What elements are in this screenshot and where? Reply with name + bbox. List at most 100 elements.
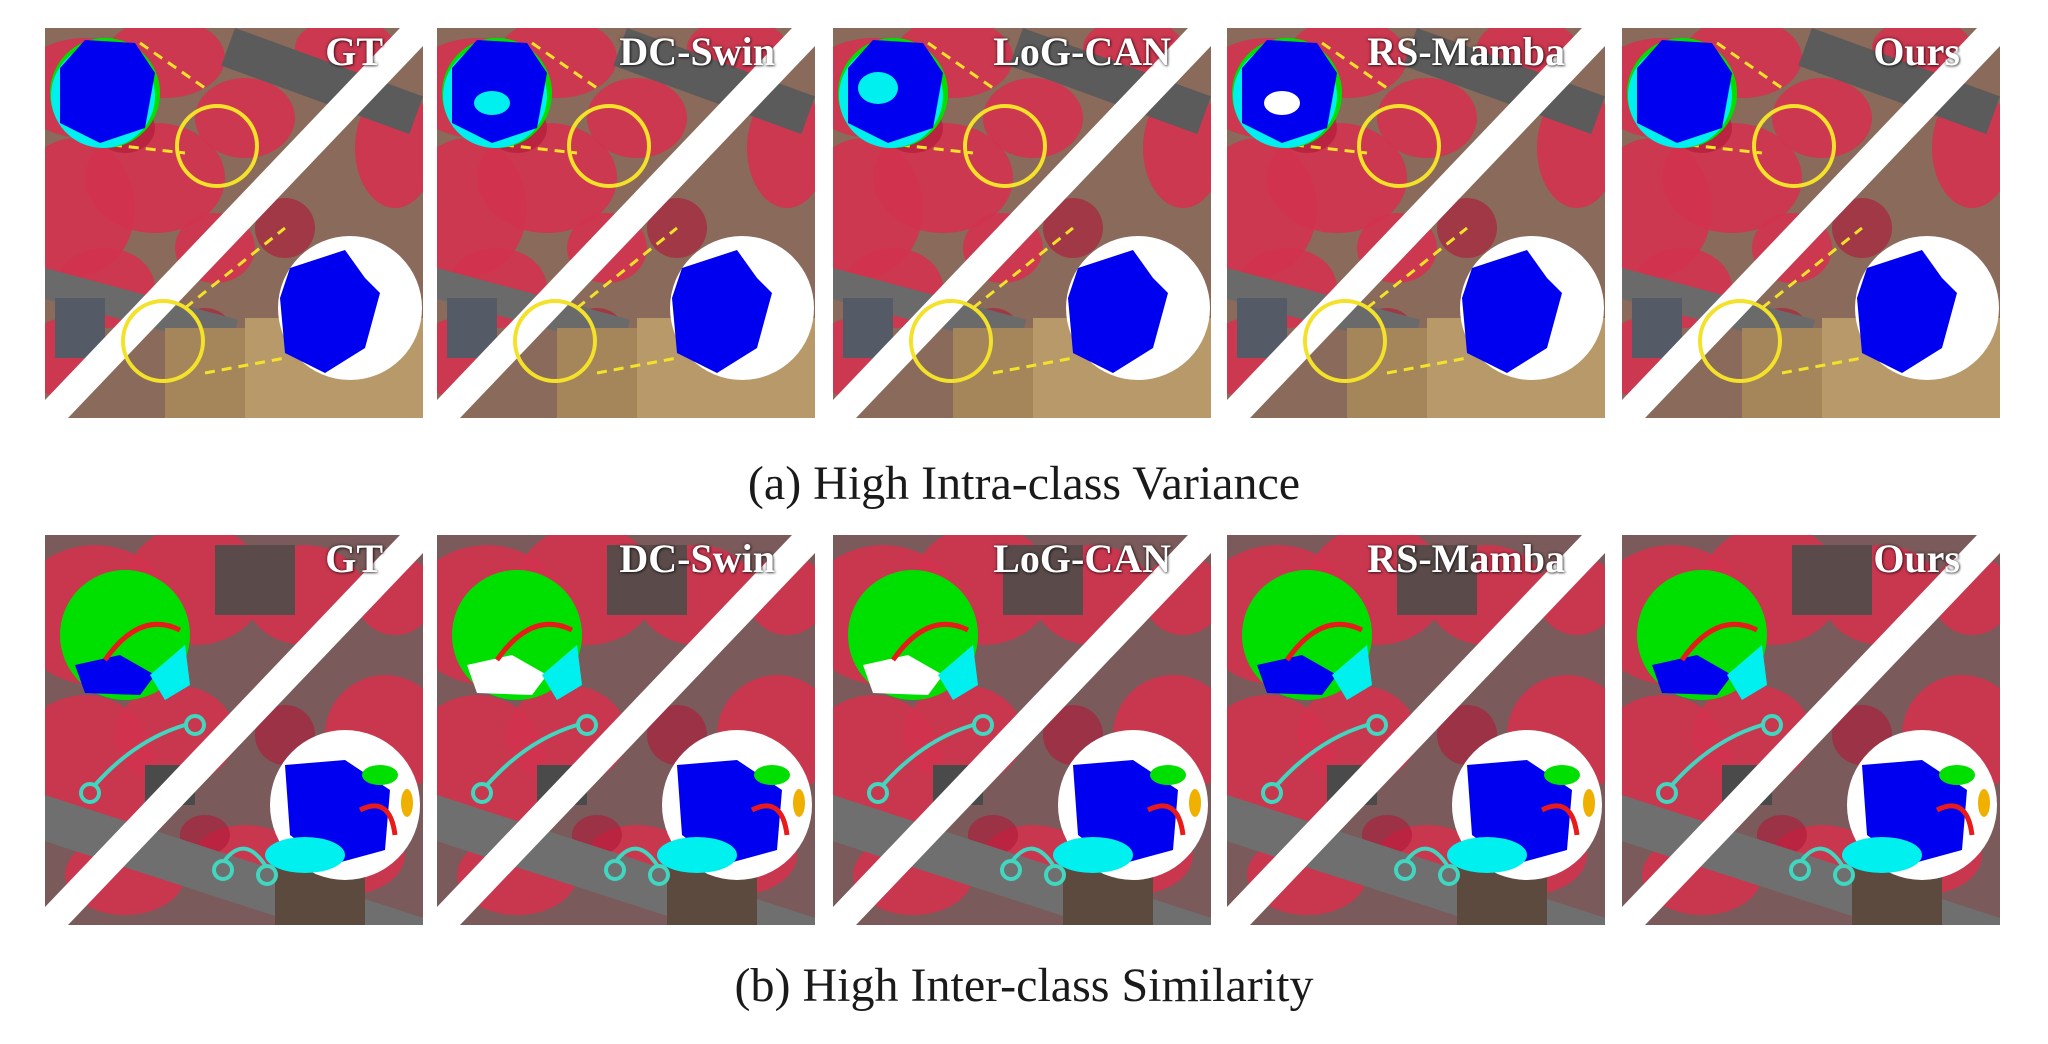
teal-marker xyxy=(576,714,598,736)
road xyxy=(1798,28,2000,134)
segmentation-error xyxy=(858,72,898,104)
building-segment xyxy=(280,250,380,373)
building-segment xyxy=(1652,655,1732,695)
tree-segment xyxy=(1544,765,1580,785)
red-arrow xyxy=(1146,803,1186,836)
diagonal-divider xyxy=(437,28,815,418)
diagonal-divider xyxy=(833,535,1211,925)
red-arrow xyxy=(1540,803,1580,836)
panel-label: LoG-CAN xyxy=(993,29,1171,74)
building-segment xyxy=(1637,40,1732,143)
car-segment xyxy=(793,789,805,817)
building-segment xyxy=(1257,655,1337,695)
diagonal-divider xyxy=(833,28,1211,418)
panel-a-ours: Ours xyxy=(1622,28,2000,418)
building-segment xyxy=(467,655,547,695)
teal-arrow xyxy=(223,846,267,867)
tree-segment xyxy=(362,765,398,785)
diagonal-divider xyxy=(437,535,815,925)
teal-marker xyxy=(1789,859,1811,881)
panel-b-ours: Ours xyxy=(1622,535,2000,925)
panel-label: DC-Swin xyxy=(619,536,775,581)
panel-b-gt: GT xyxy=(45,535,423,925)
highlight-circle xyxy=(513,299,597,383)
low-veg-segment xyxy=(1842,837,1922,873)
panel-a-rs-mamba-image xyxy=(1227,28,1605,418)
low-veg-segment xyxy=(1727,645,1767,700)
red-arrow xyxy=(750,803,790,836)
diagonal-divider xyxy=(1227,535,1605,925)
red-arrow xyxy=(890,621,970,662)
red-arrow xyxy=(102,621,182,662)
red-arrow xyxy=(1679,621,1759,662)
panel-label: LoG-CAN xyxy=(993,536,1171,581)
panel-label: GT xyxy=(325,536,383,581)
zoom-line xyxy=(1386,356,1468,375)
caption-a: (a) High Intra-class Variance xyxy=(747,457,1301,510)
highlight-circle xyxy=(963,104,1047,188)
building-roof xyxy=(607,545,687,615)
building-segment xyxy=(863,655,943,695)
car-segment xyxy=(1583,789,1595,817)
building-segment xyxy=(75,655,155,695)
low-veg-segment xyxy=(938,645,978,700)
teal-arrow xyxy=(93,723,186,787)
building-segment xyxy=(1068,250,1168,373)
panel-b-dc-swin: DC-Swin xyxy=(437,535,815,925)
teal-marker xyxy=(1656,782,1678,804)
zoom-line xyxy=(94,141,186,155)
panel-a-dc-swin-image xyxy=(437,28,815,418)
diagonal-divider xyxy=(1622,28,2000,418)
building-roof xyxy=(1397,545,1477,615)
teal-marker xyxy=(79,782,101,804)
caption-b: (b) High Inter-class Similarity xyxy=(734,959,1314,1012)
building-segment xyxy=(452,40,547,143)
teal-arrow xyxy=(1800,846,1844,867)
red-arrow xyxy=(358,803,398,836)
tree-segment xyxy=(1939,765,1975,785)
teal-marker xyxy=(1833,864,1855,886)
building-segment xyxy=(1462,250,1562,373)
highlight-circle xyxy=(175,104,259,188)
panel-a-log-can-image xyxy=(833,28,1211,418)
diagonal-divider xyxy=(1622,535,2000,925)
panel-b-dc-swin-image xyxy=(437,535,815,925)
teal-arrow xyxy=(1011,846,1055,867)
teal-marker xyxy=(1394,859,1416,881)
segmentation-error xyxy=(1264,91,1300,115)
building-segment xyxy=(60,40,155,143)
red-arrow xyxy=(1284,621,1364,662)
teal-arrow xyxy=(485,723,578,787)
building-roof xyxy=(1792,545,1872,615)
building-roof xyxy=(215,545,295,615)
zoom-line xyxy=(596,356,678,375)
teal-marker xyxy=(471,782,493,804)
panel-a-ours-image xyxy=(1622,28,2000,418)
zoom-line xyxy=(1781,356,1863,375)
zoom-line xyxy=(1716,41,1783,90)
building-segment xyxy=(1857,250,1957,373)
teal-marker xyxy=(648,864,670,886)
panel-b-ours-image xyxy=(1622,535,2000,925)
zoom-line xyxy=(992,356,1074,375)
teal-marker xyxy=(212,859,234,881)
low-veg-segment xyxy=(1332,645,1372,700)
teal-marker xyxy=(256,864,278,886)
building-segment xyxy=(1242,40,1337,143)
panel-label: Ours xyxy=(1873,29,1960,74)
teal-marker xyxy=(867,782,889,804)
zoom-line xyxy=(1276,141,1368,155)
panel-b-rs-mamba: RS-Mamba xyxy=(1227,535,1605,925)
teal-arrow xyxy=(881,723,974,787)
tree-segment xyxy=(1150,765,1186,785)
panel-a-rs-mamba: RS-Mamba xyxy=(1227,28,1605,418)
zoom-line xyxy=(972,226,1074,310)
car-segment xyxy=(401,789,413,817)
teal-marker xyxy=(1366,714,1388,736)
low-veg-segment xyxy=(657,837,737,873)
zoom-line xyxy=(204,356,286,375)
low-veg-segment xyxy=(1053,837,1133,873)
panel-label: DC-Swin xyxy=(619,29,775,74)
low-veg-segment xyxy=(265,837,345,873)
car-segment xyxy=(1189,789,1201,817)
